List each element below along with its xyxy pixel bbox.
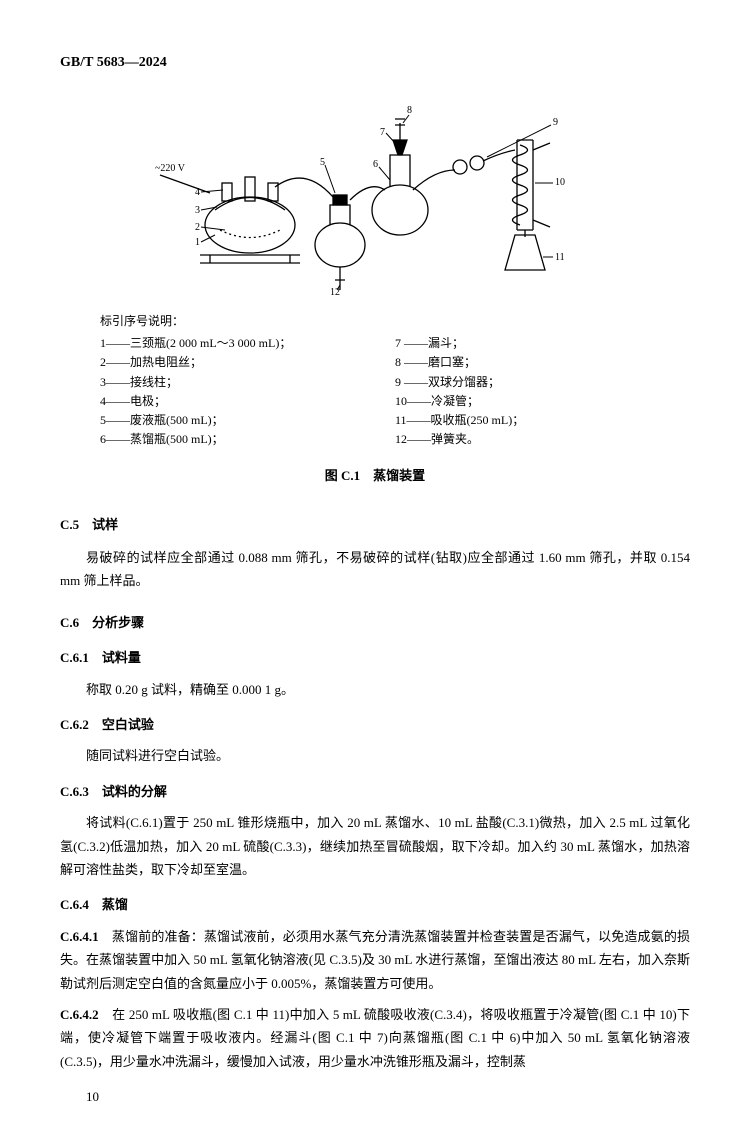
c642-label: C.6.4.2 xyxy=(60,1007,99,1022)
section-c6-title: C.6 分析步骤 xyxy=(60,611,690,634)
section-c61-body: 称取 0.20 g 试料，精确至 0.000 1 g。 xyxy=(60,678,690,701)
doc-header: GB/T 5683—2024 xyxy=(60,50,690,75)
legend-item: 6——蒸馏瓶(500 mL)； xyxy=(100,430,395,449)
svg-text:7: 7 xyxy=(380,127,385,138)
legend-item: 11——吸收瓶(250 mL)； xyxy=(395,411,690,430)
legend-item: 12——弹簧夹。 xyxy=(395,430,690,449)
svg-text:8: 8 xyxy=(407,105,412,116)
apparatus-diagram: ~220 V 1 2 3 4 5 6 xyxy=(155,95,595,295)
legend-item: 4——电极； xyxy=(100,392,395,411)
legend-item: 10——冷凝管； xyxy=(395,392,690,411)
section-c5-body: 易破碎的试样应全部通过 0.088 mm 筛孔，不易破碎的试样(钻取)应全部通过… xyxy=(60,546,690,593)
svg-text:6: 6 xyxy=(373,159,378,170)
svg-text:5: 5 xyxy=(320,157,325,168)
section-c62-title: C.6.2 空白试验 xyxy=(60,713,690,736)
c641-body: 蒸馏前的准备：蒸馏试液前，必须用水蒸气充分清洗蒸馏装置并检查装置是否漏气，以免造… xyxy=(60,929,690,991)
section-c62-body: 随同试料进行空白试验。 xyxy=(60,744,690,767)
legend-item: 3——接线柱； xyxy=(100,373,395,392)
svg-text:9: 9 xyxy=(553,117,558,128)
section-c641: C.6.4.1 蒸馏前的准备：蒸馏试液前，必须用水蒸气充分清洗蒸馏装置并检查装置… xyxy=(60,925,690,995)
svg-text:1: 1 xyxy=(195,237,200,248)
section-c61-title: C.6.1 试料量 xyxy=(60,646,690,669)
section-c63-body: 将试料(C.6.1)置于 250 mL 锥形烧瓶中，加入 20 mL 蒸馏水、1… xyxy=(60,811,690,881)
svg-text:4: 4 xyxy=(195,187,200,198)
section-c63-title: C.6.3 试料的分解 xyxy=(60,780,690,803)
svg-text:11: 11 xyxy=(555,252,565,263)
section-c5-title: C.5 试样 xyxy=(60,513,690,536)
svg-text:10: 10 xyxy=(555,177,565,188)
svg-text:~220 V: ~220 V xyxy=(155,163,186,174)
c642-body: 在 250 mL 吸收瓶(图 C.1 中 11)中加入 5 mL 硫酸吸收液(C… xyxy=(60,1007,690,1069)
legend-item: 1——三颈瓶(2 000 mL～3 000 mL)； xyxy=(100,334,395,353)
distillation-figure: ~220 V 1 2 3 4 5 6 xyxy=(60,95,690,302)
section-c642: C.6.4.2 在 250 mL 吸收瓶(图 C.1 中 11)中加入 5 mL… xyxy=(60,1003,690,1073)
legend-columns: 1——三颈瓶(2 000 mL～3 000 mL)； 2——加热电阻丝； 3——… xyxy=(100,334,690,449)
legend-item: 5——废液瓶(500 mL)； xyxy=(100,411,395,430)
legend-item: 7 ——漏斗； xyxy=(395,334,690,353)
svg-text:3: 3 xyxy=(195,205,200,216)
legend-item: 9 ——双球分馏器； xyxy=(395,373,690,392)
svg-text:2: 2 xyxy=(195,222,200,233)
section-c64-title: C.6.4 蒸馏 xyxy=(60,893,690,916)
legend-item: 2——加热电阻丝； xyxy=(100,353,395,372)
legend-item: 8 ——磨口塞； xyxy=(395,353,690,372)
figure-caption: 图 C.1 蒸馏装置 xyxy=(60,464,690,487)
legend-col-right: 7 ——漏斗； 8 ——磨口塞； 9 ——双球分馏器； 10——冷凝管； 11—… xyxy=(395,334,690,449)
legend-intro: 标引序号说明： xyxy=(100,311,690,333)
legend-col-left: 1——三颈瓶(2 000 mL～3 000 mL)； 2——加热电阻丝； 3——… xyxy=(100,334,395,449)
page-number: 10 xyxy=(60,1085,690,1108)
c641-label: C.6.4.1 xyxy=(60,929,99,944)
